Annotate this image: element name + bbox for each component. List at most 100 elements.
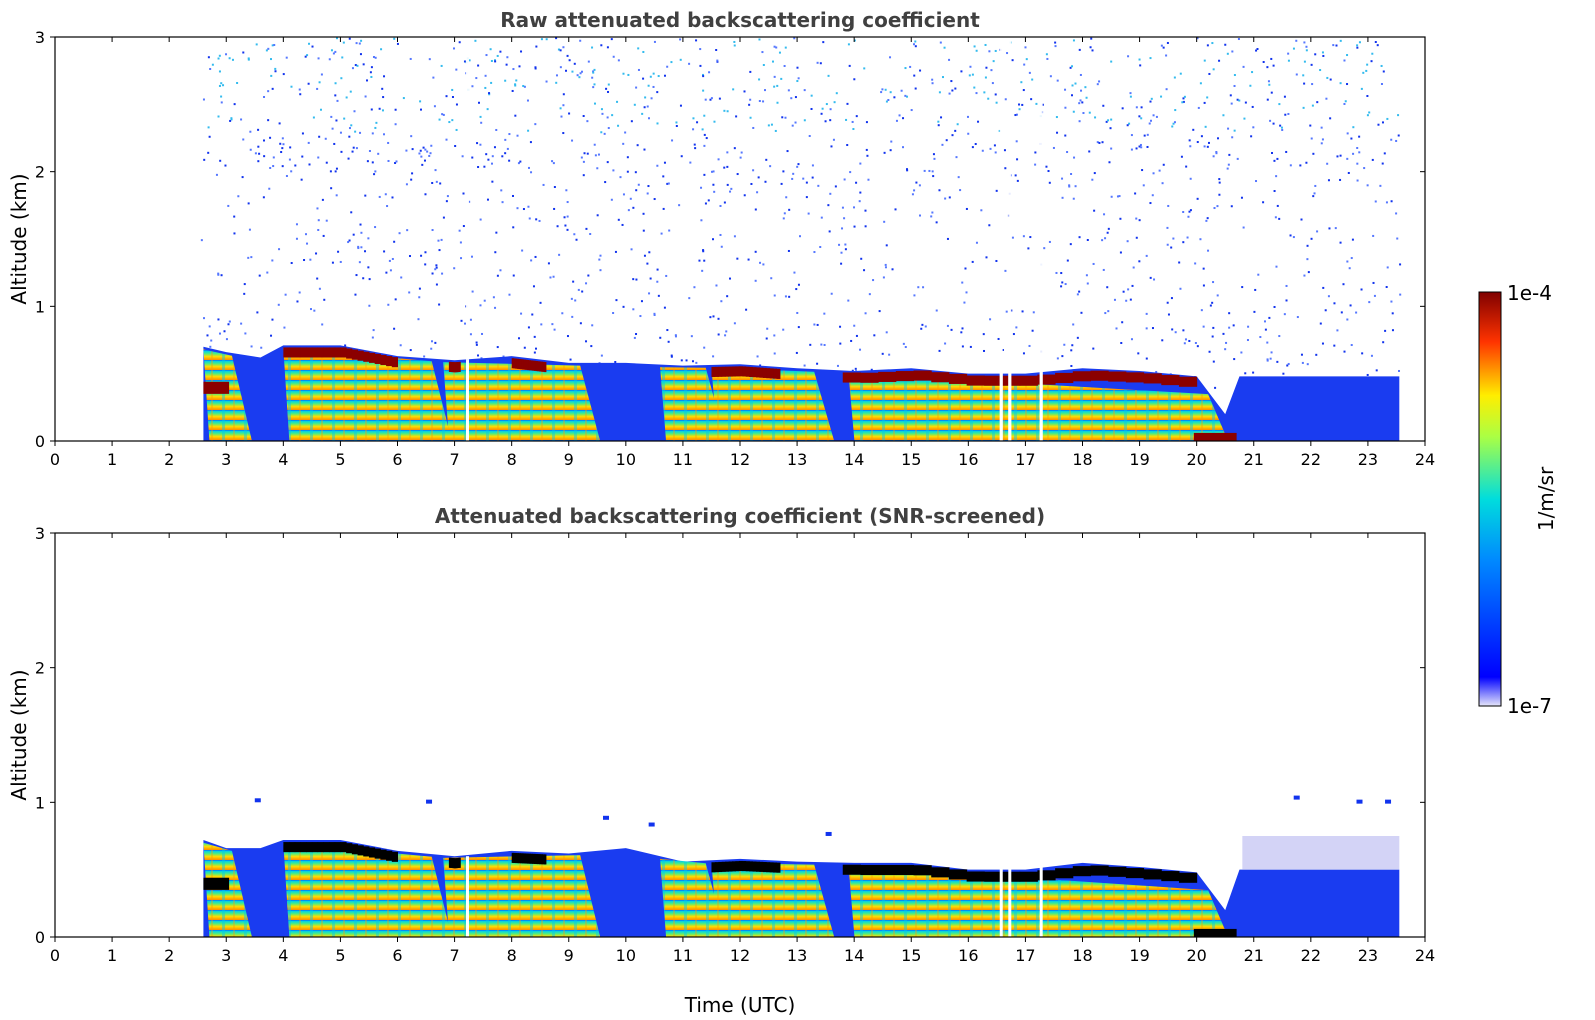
noise-speck	[919, 214, 922, 217]
band-segment	[518, 853, 521, 864]
x-tick-label: 8	[507, 450, 517, 469]
noise-speck	[802, 177, 805, 180]
noise-speck	[576, 74, 579, 77]
noise-speck	[1060, 285, 1063, 288]
noise-speck	[1336, 329, 1339, 332]
colorbar-unit-label: 1/m/sr	[1534, 466, 1558, 531]
band-segment	[527, 853, 530, 864]
noise-speck	[1104, 312, 1107, 315]
noise-speck	[893, 96, 896, 99]
noise-speck	[696, 121, 699, 124]
noise-speck	[483, 299, 486, 302]
noise-speck	[553, 186, 556, 189]
screened-heatmap-area	[203, 795, 1400, 937]
noise-speck	[1278, 335, 1281, 338]
noise-speck	[626, 156, 629, 159]
noise-speck	[1344, 100, 1347, 103]
x-tick-label: 22	[1301, 946, 1321, 965]
band-segment	[948, 869, 968, 880]
noise-speck	[866, 154, 869, 157]
noise-speck	[723, 109, 726, 112]
noise-speck	[712, 315, 715, 318]
noise-speck	[296, 300, 299, 303]
band-segment	[511, 852, 514, 863]
noise-speck	[496, 274, 499, 277]
noise-speck	[1379, 184, 1382, 187]
noise-speck	[1356, 44, 1359, 47]
noise-speck	[481, 332, 484, 335]
noise-speck	[679, 58, 682, 61]
noise-speck	[634, 171, 637, 174]
noise-speck	[336, 99, 339, 102]
aerosol-section	[848, 865, 1229, 937]
noise-speck	[1101, 141, 1104, 144]
noise-speck	[726, 165, 729, 168]
noise-speck	[485, 153, 488, 156]
noise-speck	[378, 195, 381, 198]
noise-speck	[670, 355, 673, 358]
noise-speck	[592, 86, 595, 89]
noise-speck	[675, 121, 678, 124]
noise-speck	[922, 286, 925, 289]
noise-speck	[240, 118, 243, 121]
aerosol-section	[203, 349, 252, 441]
y-tick-label: 2	[35, 659, 45, 678]
noise-speck	[258, 274, 261, 277]
noise-speck	[1233, 358, 1236, 361]
noise-speck	[1276, 157, 1279, 160]
noise-speck	[981, 149, 984, 152]
noise-speck	[300, 178, 303, 181]
band-segment	[735, 861, 740, 872]
noise-speck	[1281, 128, 1284, 131]
noise-speck	[494, 306, 497, 309]
noise-speck	[887, 98, 890, 101]
noise-speck	[749, 98, 752, 101]
noise-speck	[1266, 358, 1269, 361]
noise-speck	[646, 192, 649, 195]
noise-speck	[1140, 117, 1143, 120]
noise-speck	[1368, 301, 1371, 304]
band-segment	[931, 372, 950, 383]
noise-speck	[1250, 135, 1253, 138]
noise-speck	[1022, 352, 1025, 355]
x-tick-label: 1	[107, 946, 117, 965]
noise-speck	[1197, 106, 1200, 109]
noise-speck	[773, 85, 776, 88]
noise-speck	[455, 68, 458, 71]
noise-speck	[786, 150, 789, 153]
noise-speck	[462, 225, 465, 228]
noise-speck	[1199, 82, 1202, 85]
noise-speck	[820, 216, 823, 219]
x-axis-label: Time (UTC)	[684, 993, 796, 1017]
noise-speck	[873, 334, 876, 337]
noise-speck	[586, 152, 589, 155]
noise-speck	[301, 155, 304, 158]
x-tick-label: 19	[1129, 450, 1149, 469]
surface-band	[1193, 928, 1237, 937]
noise-speck	[217, 57, 220, 60]
noise-speck	[961, 281, 964, 284]
noise-speck	[853, 225, 856, 228]
noise-speck	[360, 39, 363, 42]
noise-speck	[720, 300, 723, 303]
aerosol-section	[283, 348, 452, 441]
band-segment	[895, 864, 915, 876]
x-tick-label: 18	[1072, 450, 1092, 469]
noise-speck	[290, 170, 293, 173]
raw-heatmap-area	[200, 37, 1402, 441]
noise-speck	[339, 260, 342, 263]
noise-speck	[1025, 58, 1028, 61]
noise-speck	[629, 197, 632, 200]
noise-speck	[1257, 273, 1260, 276]
noise-speck	[637, 183, 640, 186]
noise-speck	[1371, 158, 1374, 161]
noise-speck	[633, 336, 636, 339]
noise-speck	[823, 343, 826, 346]
noise-speck	[263, 95, 266, 98]
noise-speck	[713, 190, 716, 193]
noise-speck	[549, 276, 552, 279]
noise-speck	[984, 43, 987, 46]
noise-speck	[1078, 48, 1081, 51]
noise-speck	[969, 65, 972, 68]
noise-speck	[1066, 259, 1069, 262]
